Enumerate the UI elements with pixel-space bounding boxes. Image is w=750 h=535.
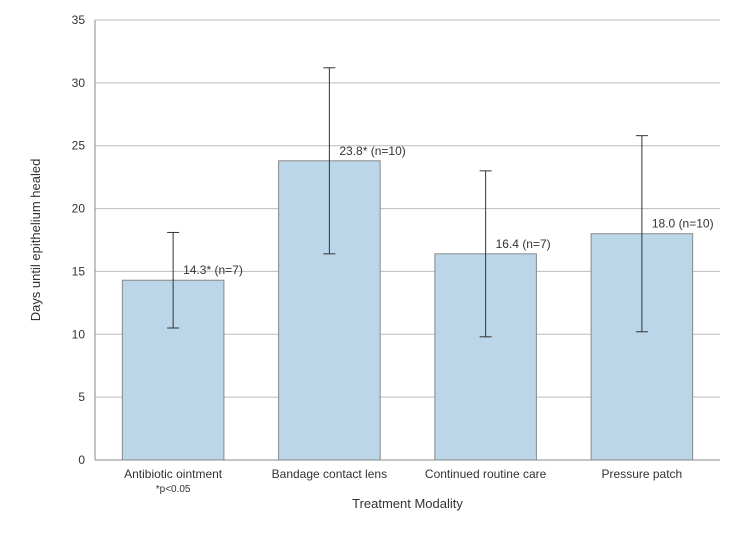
y-axis-label: Days until epithelium healed bbox=[28, 159, 43, 322]
y-tick-label: 25 bbox=[72, 139, 86, 153]
bar-data-label: 23.8* (n=10) bbox=[339, 144, 405, 158]
footnote: *p<0.05 bbox=[156, 484, 191, 495]
x-tick-label: Antibiotic ointment bbox=[124, 467, 223, 481]
x-axis-label: Treatment Modality bbox=[352, 496, 463, 511]
bar-data-label: 18.0 (n=10) bbox=[652, 217, 714, 231]
bar-chart: 0 5 10 15 20 25 30 35 14.3* (n=7) Antibiotic oint… bbox=[0, 0, 750, 535]
y-tick-label: 35 bbox=[72, 13, 86, 27]
y-tick-label: 20 bbox=[72, 202, 86, 216]
y-tick-label: 15 bbox=[72, 264, 86, 278]
bar-data-label: 14.3* (n=7) bbox=[183, 263, 243, 277]
x-tick-label: Bandage contact lens bbox=[272, 467, 387, 481]
y-tick-label: 5 bbox=[78, 390, 85, 404]
y-tick-label: 0 bbox=[78, 453, 85, 467]
y-tick-label: 30 bbox=[72, 76, 86, 90]
chart-container: 0 5 10 15 20 25 30 35 14.3* (n=7) Antibiotic oint… bbox=[0, 0, 750, 535]
x-tick-label: Pressure patch bbox=[602, 467, 683, 481]
y-tick-label: 10 bbox=[72, 327, 86, 341]
x-tick-label: Continued routine care bbox=[425, 467, 547, 481]
bar-data-label: 16.4 (n=7) bbox=[496, 237, 551, 251]
